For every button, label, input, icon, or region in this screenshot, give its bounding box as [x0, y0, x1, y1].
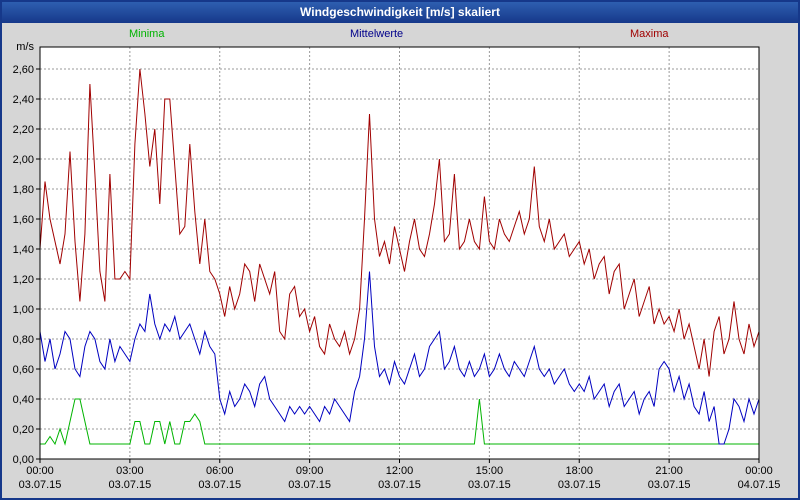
- legend-minima: Minima: [129, 28, 165, 40]
- y-tick-label: 2,40: [13, 94, 34, 106]
- series-maxima: [39, 68, 760, 377]
- x-tick-date: 03.07.15: [558, 479, 601, 491]
- y-axis-unit: m/s: [16, 41, 34, 53]
- y-tick-label: 1,60: [13, 214, 34, 226]
- y-tick-label: 1,40: [13, 244, 34, 256]
- y-tick-label: 1,20: [13, 274, 34, 286]
- series-mittelwerte: [39, 271, 760, 445]
- legend-maxima: Maxima: [630, 28, 669, 40]
- y-tick-label: 0,80: [13, 334, 34, 346]
- x-tick-time: 00:00: [26, 465, 54, 477]
- x-tick-date: 03.07.15: [198, 479, 241, 491]
- y-tick-label: 0,00: [13, 454, 34, 466]
- x-tick-time: 21:00: [655, 465, 683, 477]
- y-tick-label: 0,60: [13, 364, 34, 376]
- x-tick-time: 09:00: [296, 465, 324, 477]
- x-tick-date: 03.07.15: [288, 479, 331, 491]
- series-minima: [40, 398, 759, 446]
- x-tick-time: 06:00: [206, 465, 234, 477]
- x-tick-date: 04.07.15: [738, 479, 781, 491]
- x-tick-date: 03.07.15: [108, 479, 151, 491]
- y-tick-label: 1,80: [13, 184, 34, 196]
- y-tick-label: 2,20: [13, 124, 34, 136]
- x-tick-date: 03.07.15: [19, 479, 62, 491]
- y-tick-label: 1,00: [13, 304, 34, 316]
- x-tick-time: 18:00: [565, 465, 593, 477]
- x-tick-time: 03:00: [116, 465, 144, 477]
- y-tick-label: 2,60: [13, 64, 34, 76]
- x-tick-date: 03.07.15: [378, 479, 421, 491]
- x-tick-time: 15:00: [476, 465, 504, 477]
- x-tick-time: 12:00: [386, 465, 414, 477]
- y-tick-label: 0,40: [13, 394, 34, 406]
- window-title: Windgeschwindigkeit [m/s] skaliert: [2, 2, 798, 23]
- x-tick-time: 00:00: [745, 465, 773, 477]
- y-tick-label: 0,20: [13, 424, 34, 436]
- y-tick-label: 2,00: [13, 154, 34, 166]
- legend-mittelwerte: Mittelwerte: [350, 28, 404, 40]
- x-tick-date: 03.07.15: [468, 479, 511, 491]
- x-tick-date: 03.07.15: [648, 479, 691, 491]
